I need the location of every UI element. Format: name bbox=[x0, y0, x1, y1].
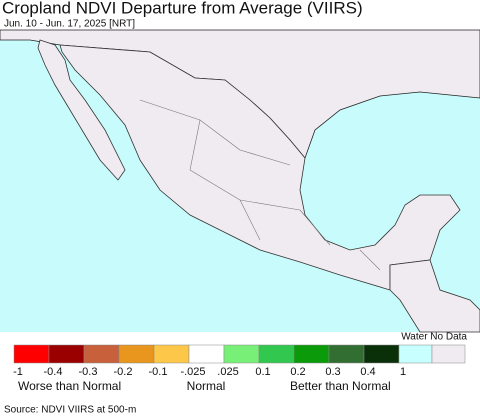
water-nodata-label: Water No Data bbox=[401, 332, 467, 343]
legend-swatch bbox=[328, 344, 365, 364]
central-america bbox=[389, 259, 480, 333]
source: Source: NDVI VIIRS at 500-m bbox=[4, 405, 136, 416]
legend-group-label: Normal bbox=[187, 379, 226, 393]
legend-tick-label: -0.3 bbox=[79, 366, 98, 378]
legend-swatch bbox=[83, 344, 120, 364]
legend-tick-label: -1 bbox=[13, 366, 23, 378]
legend-group-label: Worse than Normal bbox=[18, 379, 121, 393]
legend-swatch bbox=[118, 344, 155, 364]
legend-swatch bbox=[13, 344, 50, 364]
legend-swatch bbox=[363, 344, 400, 364]
legend-swatch bbox=[48, 344, 85, 364]
legend-tick-label: -.025 bbox=[180, 366, 205, 378]
legend-group-label: Better than Normal bbox=[290, 379, 391, 393]
legend-tick-label: 0.2 bbox=[290, 366, 305, 378]
legend-swatch bbox=[153, 344, 190, 364]
legend-tick-label: .025 bbox=[217, 366, 238, 378]
legend-swatch bbox=[258, 344, 295, 364]
legend-tick-label: 0.3 bbox=[325, 366, 340, 378]
baja-california bbox=[37, 39, 126, 181]
legend-tick-label: 1 bbox=[400, 366, 406, 378]
subtitle: Jun. 10 - Jun. 17, 2025 [NRT] bbox=[4, 19, 135, 30]
legend-swatch bbox=[398, 344, 433, 364]
title: Cropland NDVI Departure from Average (VI… bbox=[2, 0, 363, 17]
legend-swatch bbox=[188, 344, 225, 364]
legend-swatch bbox=[431, 344, 466, 364]
mexico-mainland bbox=[59, 44, 461, 291]
legend-tick-label: 0.4 bbox=[360, 366, 375, 378]
legend-tick-label: 0.1 bbox=[255, 366, 270, 378]
legend-swatch bbox=[223, 344, 260, 364]
state-borders bbox=[139, 99, 381, 271]
legend-tick-label: -0.2 bbox=[114, 366, 133, 378]
legend-tick-label: -0.1 bbox=[149, 366, 168, 378]
legend-tick-label: -0.4 bbox=[44, 366, 63, 378]
legend-swatch bbox=[293, 344, 330, 364]
